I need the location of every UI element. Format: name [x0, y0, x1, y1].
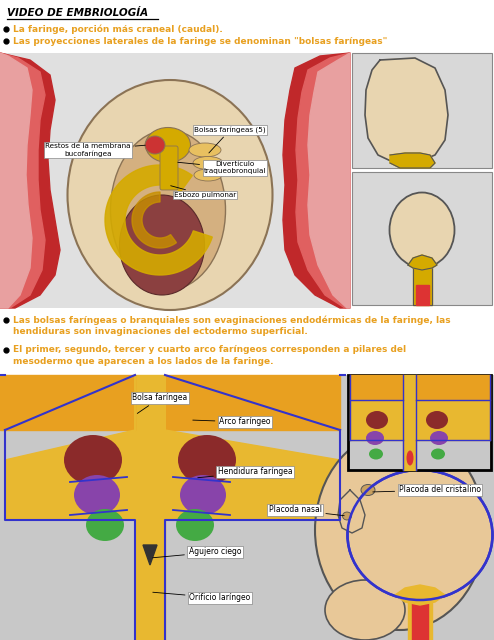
Ellipse shape: [194, 169, 222, 181]
Polygon shape: [165, 375, 340, 430]
Text: Las bolsas faríngeas o branquiales son evaginaciones endodérmicas de la faringe,: Las bolsas faríngeas o branquiales son e…: [13, 316, 451, 324]
Text: Bolsas faríngeas (5): Bolsas faríngeas (5): [194, 127, 266, 153]
Polygon shape: [416, 375, 490, 400]
Polygon shape: [165, 375, 340, 520]
Polygon shape: [390, 153, 435, 168]
Text: Orificio laríngeo: Orificio laríngeo: [153, 592, 250, 602]
Text: La faringe, porción más craneal (caudal).: La faringe, porción más craneal (caudal)…: [13, 24, 223, 34]
Text: hendiduras son invaginaciones del ectodermo superficial.: hendiduras son invaginaciones del ectode…: [13, 328, 308, 337]
Ellipse shape: [342, 512, 352, 520]
Text: Bolsa faríngea: Bolsa faríngea: [132, 394, 188, 413]
Polygon shape: [0, 53, 32, 308]
FancyBboxPatch shape: [352, 53, 492, 168]
Text: Las proyecciones laterales de la faringe se denominan "bolsas faríngeas": Las proyecciones laterales de la faringe…: [13, 36, 387, 45]
FancyBboxPatch shape: [0, 53, 350, 308]
Ellipse shape: [145, 136, 165, 154]
Ellipse shape: [325, 580, 405, 640]
Polygon shape: [0, 375, 135, 430]
Polygon shape: [416, 400, 490, 440]
Polygon shape: [0, 53, 45, 308]
Ellipse shape: [361, 484, 375, 495]
Polygon shape: [403, 375, 416, 470]
Ellipse shape: [426, 411, 448, 429]
Ellipse shape: [366, 431, 384, 445]
Polygon shape: [350, 400, 403, 440]
FancyBboxPatch shape: [352, 172, 492, 305]
Ellipse shape: [86, 509, 124, 541]
Polygon shape: [143, 545, 157, 565]
Ellipse shape: [68, 80, 273, 310]
Ellipse shape: [347, 470, 493, 600]
Text: Placoda del cristalino: Placoda del cristalino: [373, 486, 481, 495]
Ellipse shape: [111, 130, 225, 290]
Text: El primer, segundo, tercer y cuarto arco faríngeos corresponden a pilares del: El primer, segundo, tercer y cuarto arco…: [13, 346, 406, 355]
Text: Restos de la membrana
bucofaríngea: Restos de la membrana bucofaríngea: [45, 143, 145, 157]
Polygon shape: [412, 600, 428, 640]
Text: VIDEO DE EMBRIOLOGÍA: VIDEO DE EMBRIOLOGÍA: [7, 8, 148, 18]
Polygon shape: [0, 53, 60, 308]
Text: Divertículo
traqueobronquial: Divertículo traqueobronquial: [178, 161, 266, 175]
Ellipse shape: [369, 449, 383, 460]
Text: Arco faríngeo: Arco faríngeo: [193, 417, 271, 426]
Ellipse shape: [176, 509, 214, 541]
Text: Esbozo pulmonar: Esbozo pulmonar: [171, 186, 236, 198]
Polygon shape: [5, 375, 135, 520]
FancyBboxPatch shape: [348, 375, 491, 470]
FancyBboxPatch shape: [0, 375, 494, 640]
Ellipse shape: [430, 431, 448, 445]
Polygon shape: [395, 585, 445, 605]
Polygon shape: [338, 490, 365, 533]
FancyBboxPatch shape: [160, 146, 178, 190]
Ellipse shape: [178, 435, 236, 485]
Ellipse shape: [389, 193, 454, 268]
Polygon shape: [408, 600, 432, 640]
Polygon shape: [135, 375, 165, 640]
Ellipse shape: [193, 157, 223, 170]
Ellipse shape: [180, 475, 226, 515]
Polygon shape: [308, 53, 350, 308]
Text: Agujero ciego: Agujero ciego: [153, 547, 241, 557]
Text: mesodermo que aparecen a los lados de la faringe.: mesodermo que aparecen a los lados de la…: [13, 358, 274, 367]
Ellipse shape: [120, 195, 205, 295]
Text: Placoda nasal: Placoda nasal: [269, 506, 344, 516]
Polygon shape: [105, 165, 212, 275]
Ellipse shape: [64, 435, 122, 485]
Ellipse shape: [146, 127, 191, 163]
Ellipse shape: [315, 430, 485, 630]
Polygon shape: [413, 267, 432, 305]
Polygon shape: [132, 192, 176, 248]
Polygon shape: [283, 53, 350, 308]
Ellipse shape: [431, 449, 445, 460]
Ellipse shape: [189, 143, 221, 157]
Polygon shape: [416, 285, 429, 305]
Ellipse shape: [74, 475, 120, 515]
Polygon shape: [408, 255, 437, 270]
Polygon shape: [296, 53, 350, 308]
Polygon shape: [365, 58, 448, 163]
Ellipse shape: [366, 411, 388, 429]
Ellipse shape: [407, 451, 413, 465]
Polygon shape: [350, 375, 403, 400]
Text: Hendidura faríngea: Hendidura faríngea: [198, 467, 292, 477]
